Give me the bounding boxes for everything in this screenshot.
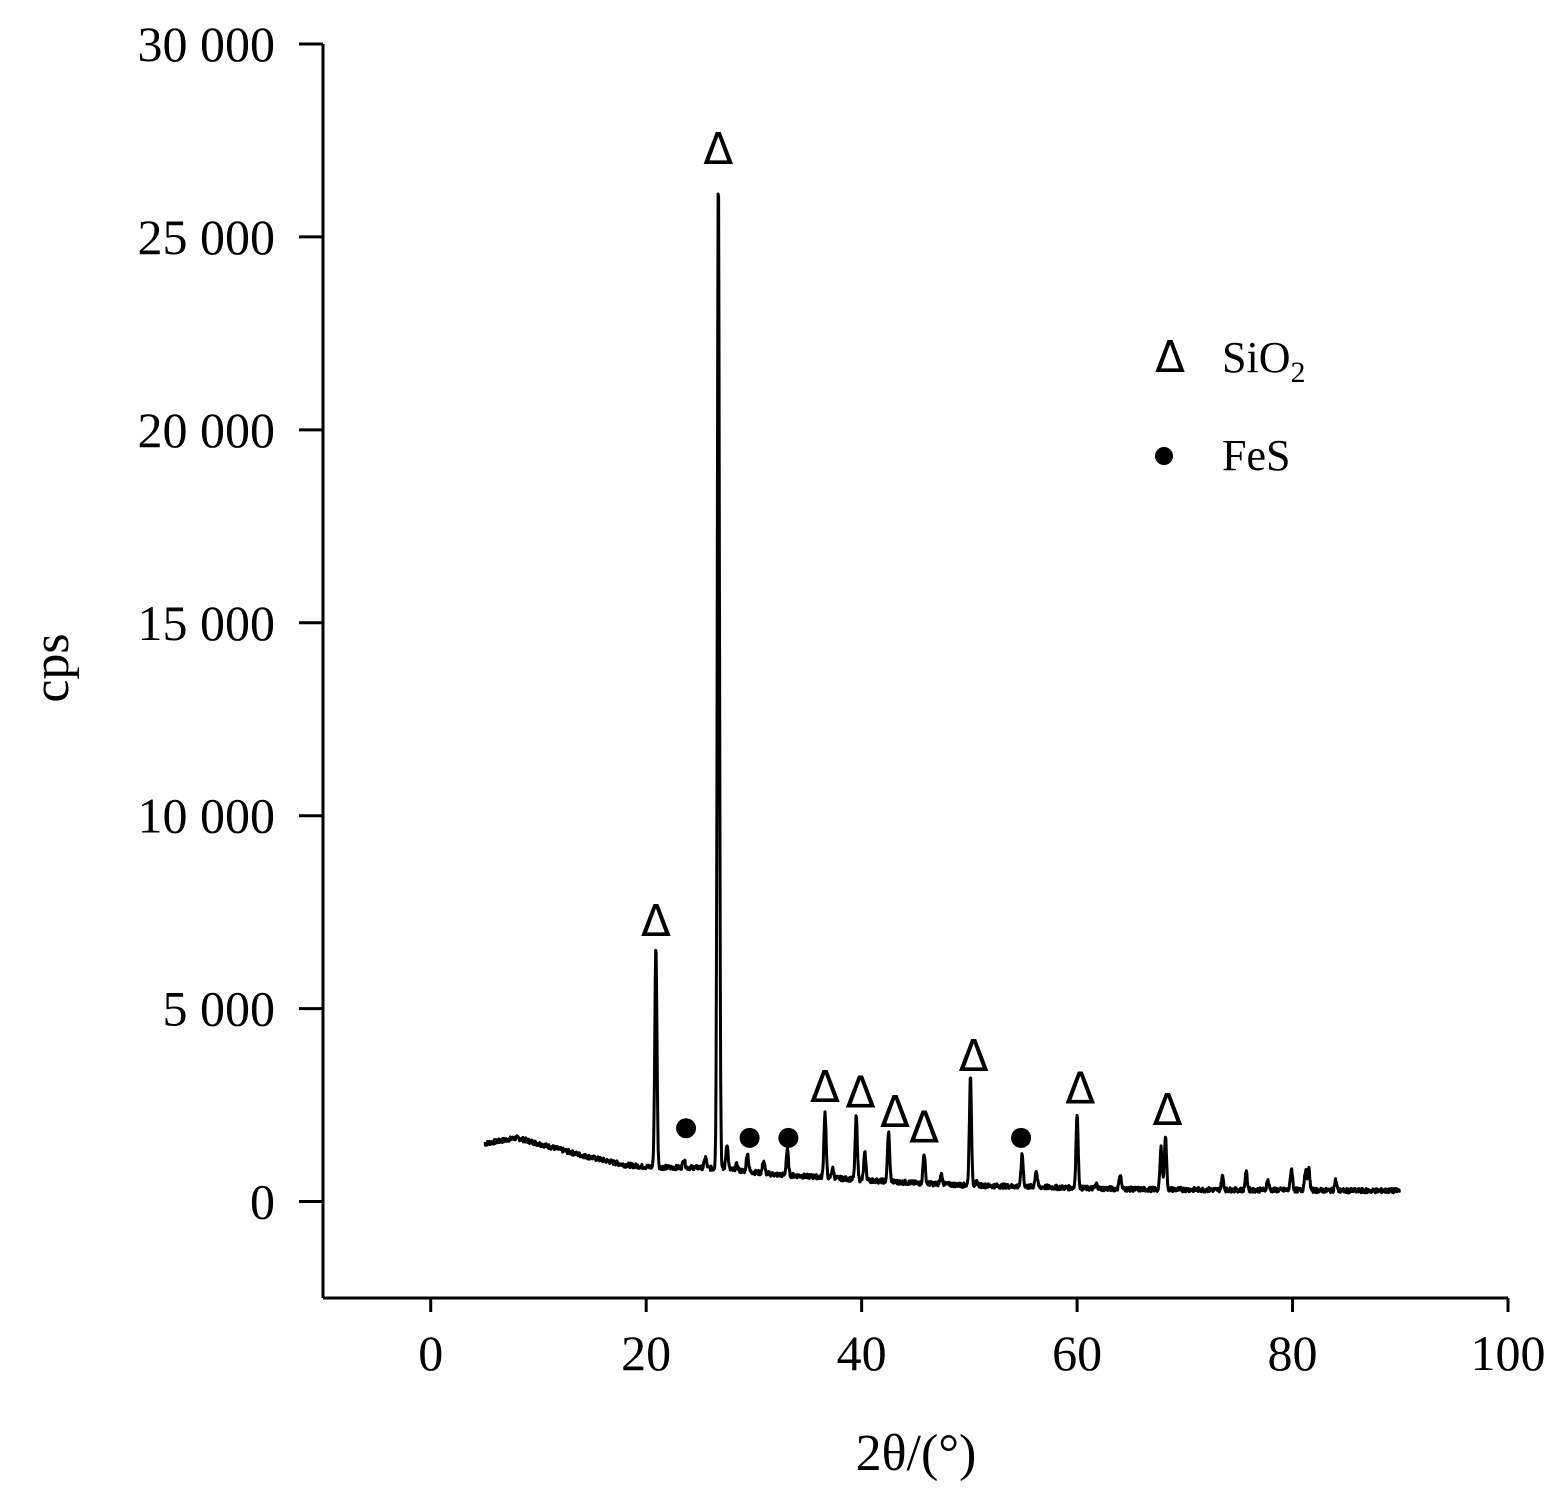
x-tick-label: 60 [1052,1325,1102,1381]
fes-peak-marker [1011,1127,1032,1148]
sio2-peak-marker: Δ [810,1062,840,1113]
x-tick-label: 0 [418,1325,443,1381]
axes [321,44,1508,1300]
fes-peak-marker [739,1127,760,1148]
xrd-pattern-line [483,192,1402,1195]
y-tick-label: 5 000 [163,981,276,1037]
y-axis-ticks: 0 5 000 10 000 15 000 20 000 25 000 30 000 [138,16,323,1230]
sio2-peak-marker: Δ [1065,1064,1095,1115]
x-axis-title: 2θ/(°) [856,1425,977,1482]
y-tick-label: 10 000 [138,788,276,844]
legend-dot-icon [1155,447,1173,465]
sio2-peak-marker: Δ [909,1102,939,1153]
sio2-peak-marker: Δ [880,1087,910,1138]
fes-peak-marker [778,1127,799,1148]
y-tick-label: 30 000 [138,16,276,72]
y-tick-label: 0 [250,1174,275,1230]
legend-triangle-icon: Δ [1155,332,1185,383]
x-tick-label: 20 [621,1325,671,1381]
y-tick-label: 20 000 [138,402,276,458]
sio2-peak-marker: Δ [641,896,671,947]
sio2-peak-marker: Δ [1153,1085,1183,1136]
legend-label-fes: FeS [1222,431,1290,480]
x-tick-label: 40 [837,1325,887,1381]
sio2-peak-marker: Δ [846,1068,876,1119]
x-axis-ticks: 0 20 40 60 80 100 [418,1298,1546,1381]
x-tick-label: 100 [1471,1325,1546,1381]
y-tick-label: 25 000 [138,209,276,265]
sio2-peak-marker: Δ [959,1031,989,1082]
legend: Δ SiO2 FeS [1155,332,1306,480]
legend-label-sio2: SiO2 [1222,333,1305,389]
y-tick-label: 15 000 [138,595,276,651]
y-axis-title: cps [23,633,80,702]
sio2-peak-marker: Δ [703,124,733,175]
fes-peak-marker [676,1118,697,1139]
x-tick-label: 80 [1268,1325,1318,1381]
